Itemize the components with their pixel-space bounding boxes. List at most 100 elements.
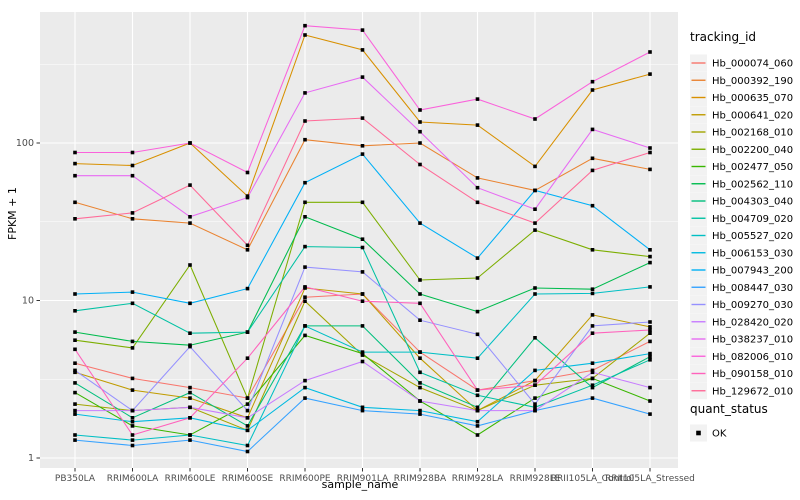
legend-label: Hb_000641_020 [712, 110, 793, 121]
x-tick-label: RRIM928LA [452, 474, 504, 484]
data-point [418, 108, 422, 112]
data-point [648, 248, 652, 252]
data-point [245, 428, 250, 433]
x-tick-label: RRIM600PE [279, 474, 331, 484]
data-point [303, 333, 307, 338]
data-point [73, 361, 77, 365]
data-point [73, 408, 77, 413]
data-point [245, 195, 250, 200]
data-point [130, 150, 135, 155]
data-point [303, 137, 307, 142]
data-point [648, 412, 652, 416]
data-point [188, 385, 192, 390]
data-point [418, 129, 422, 134]
data-point [360, 75, 365, 79]
data-point [130, 438, 135, 442]
data-point [130, 173, 135, 178]
x-tick-label: RRIM928LE [510, 474, 561, 484]
data-point [475, 408, 480, 413]
data-point [73, 161, 77, 166]
data-point [648, 150, 652, 155]
data-point [590, 313, 595, 317]
x-tick-label: RRII105LA_Stressed [605, 474, 695, 484]
data-point [130, 388, 135, 392]
data-point [360, 28, 365, 32]
data-point [475, 185, 480, 190]
data-point [418, 399, 422, 403]
data-point [303, 265, 307, 269]
data-point [360, 299, 365, 303]
data-point [188, 438, 192, 442]
data-point [130, 433, 135, 437]
data-point [303, 295, 307, 299]
data-point [73, 330, 77, 334]
data-point [303, 180, 307, 185]
data-point [130, 211, 135, 215]
data-point [360, 324, 365, 328]
data-point [590, 376, 595, 381]
x-axis-title: sample_name [321, 478, 399, 491]
plot-panel [40, 12, 678, 468]
legend-label: Hb_082006_010 [712, 352, 793, 363]
data-point [648, 339, 652, 344]
y-tick-label: 10 [22, 296, 34, 307]
data-point [590, 88, 595, 92]
legend-label: Hb_002200_040 [712, 145, 793, 156]
data-point [188, 141, 192, 145]
data-point [130, 424, 135, 428]
data-point [360, 408, 365, 413]
data-point [360, 405, 365, 410]
legend-label: Hb_038237_010 [712, 335, 793, 346]
data-point [245, 424, 250, 428]
data-point [245, 170, 250, 175]
data-point [475, 424, 480, 428]
data-point [303, 396, 307, 400]
quant-label: OK [712, 429, 727, 440]
data-point [533, 207, 537, 211]
data-point [475, 200, 480, 205]
data-point [188, 221, 192, 225]
data-point [590, 370, 595, 375]
data-point [245, 248, 250, 252]
data-point [73, 150, 77, 155]
data-point [188, 331, 192, 335]
data-point [418, 408, 422, 413]
data-point [303, 299, 307, 303]
data-point [360, 48, 365, 52]
data-point [73, 433, 77, 437]
data-point [130, 416, 135, 420]
legend-label: Hb_000074_060 [712, 59, 793, 70]
data-point [648, 358, 652, 362]
data-point [130, 346, 135, 350]
legend-label: Hb_002168_010 [712, 128, 793, 139]
data-point [533, 164, 537, 169]
legend-label: Hb_004303_040 [712, 197, 793, 208]
data-point [418, 318, 422, 322]
data-point [418, 370, 422, 375]
data-point [590, 203, 595, 208]
data-point [303, 215, 307, 219]
data-point [533, 292, 537, 296]
legend-label: Hb_004709_020 [712, 214, 793, 225]
data-point [188, 405, 192, 410]
legend-label: Hb_090158_010 [712, 369, 793, 380]
data-point [533, 405, 537, 410]
data-point [130, 408, 135, 413]
data-point [418, 141, 422, 145]
data-point [245, 443, 250, 448]
legend-label: Hb_006153_030 [712, 248, 793, 259]
data-point [188, 433, 192, 437]
data-point [590, 156, 595, 161]
legend-label: Hb_005527_020 [712, 231, 793, 242]
data-point [188, 396, 192, 400]
data-point [648, 167, 652, 172]
y-tick-label: 100 [16, 138, 34, 149]
data-point [360, 152, 365, 156]
data-point [130, 217, 135, 221]
data-point [245, 243, 250, 248]
data-point [73, 438, 77, 442]
data-point [245, 408, 250, 413]
data-point [590, 287, 595, 291]
data-point [73, 309, 77, 313]
